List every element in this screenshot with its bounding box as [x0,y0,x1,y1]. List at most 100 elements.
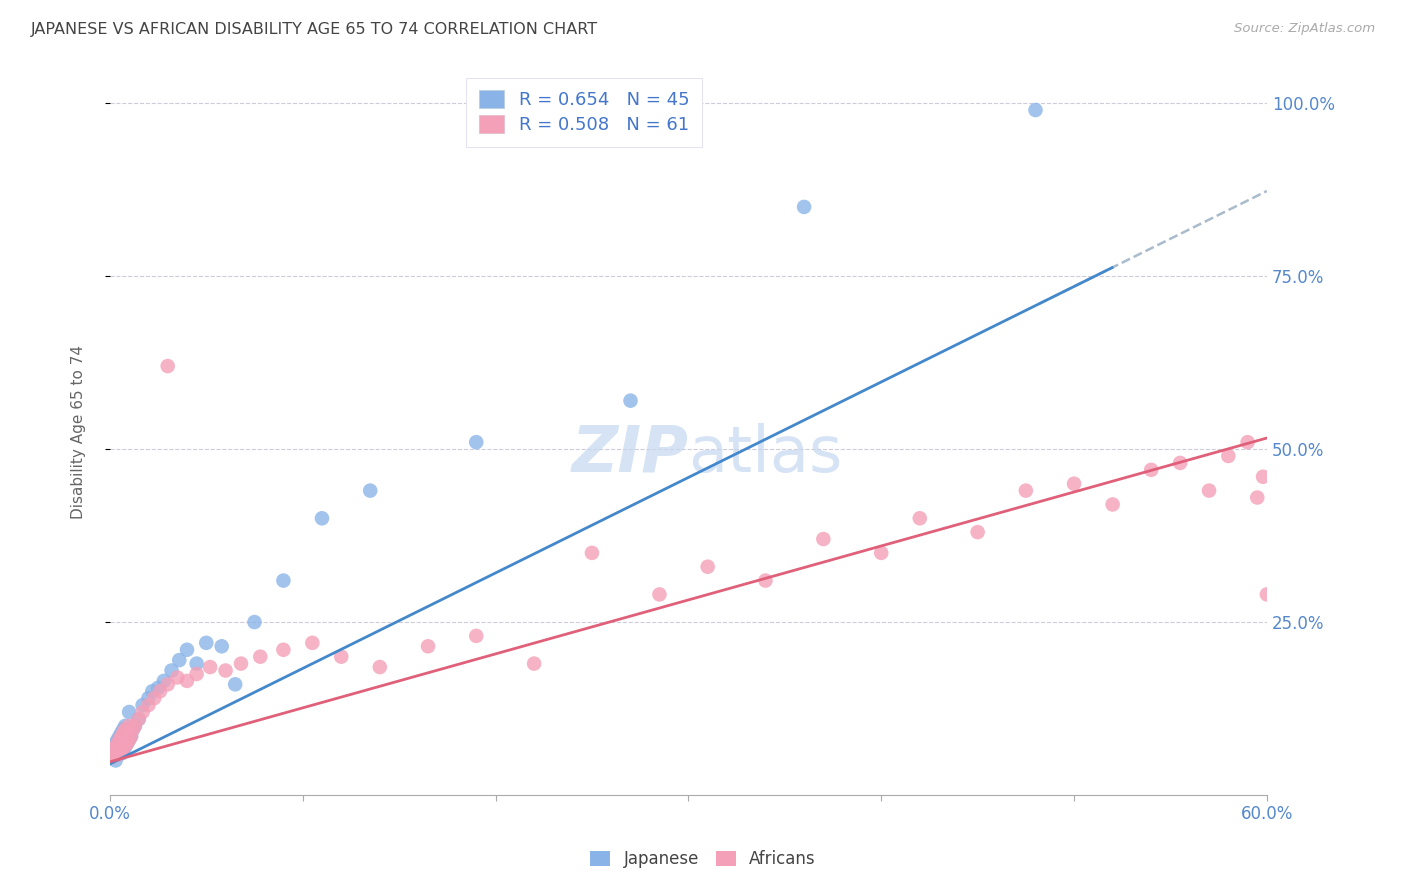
Point [107,747,129,762]
Point [966,525,988,540]
Point [149,684,172,698]
Point [107,747,129,762]
Point [101,750,124,764]
Point [118,719,141,733]
Point [128,712,150,726]
Point [114,719,136,733]
Point [243,615,266,629]
Point [128,712,150,726]
Point [186,657,208,671]
Point [124,719,146,733]
Point [813,532,835,546]
Point [108,745,131,759]
Point [619,393,641,408]
Point [908,511,931,525]
Point [1168,456,1191,470]
Point [131,698,153,712]
Point [211,640,233,654]
Point [153,673,176,688]
Point [101,750,124,764]
Point [330,649,353,664]
Point [166,670,188,684]
Point [112,726,135,740]
Point [156,359,179,373]
Point [104,747,127,761]
Point [112,723,135,737]
Point [754,574,776,588]
Point [176,673,198,688]
Point [793,200,815,214]
Point [124,719,146,733]
Point [1015,483,1038,498]
Point [103,743,125,757]
Point [176,642,198,657]
Point [118,705,141,719]
Point [273,574,295,588]
Point [160,664,183,678]
Text: ZIP: ZIP [571,423,689,484]
Point [1236,435,1258,450]
Point [104,739,127,754]
Point [1024,103,1046,117]
Point [648,587,671,601]
Point [1063,476,1085,491]
Point [273,642,295,657]
Point [104,739,127,754]
Point [138,691,160,706]
Point [114,738,136,752]
Point [311,511,333,525]
Point [1256,587,1278,601]
Point [122,723,145,737]
Point [104,754,127,768]
Point [115,736,138,750]
Point [156,677,179,691]
Point [143,691,166,706]
Point [1198,483,1220,498]
Point [114,739,136,754]
Point [195,636,218,650]
Point [112,741,135,756]
Point [581,546,603,560]
Point [186,667,208,681]
Point [108,732,131,747]
Legend: R = 0.654   N = 45, R = 0.508   N = 61: R = 0.654 N = 45, R = 0.508 N = 61 [467,78,702,147]
Point [110,726,132,740]
Point [1101,498,1123,512]
Point [416,640,439,654]
Point [523,657,546,671]
Point [107,732,129,747]
Point [122,723,145,737]
Point [103,747,125,761]
Text: atlas: atlas [689,423,842,484]
Y-axis label: Disability Age 65 to 74: Disability Age 65 to 74 [72,345,86,519]
Point [131,705,153,719]
Point [110,729,132,743]
Point [115,736,138,750]
Point [118,732,141,747]
Point [696,559,718,574]
Point [108,729,131,743]
Point [1251,469,1274,483]
Point [465,435,488,450]
Point [118,732,141,747]
Point [120,729,142,743]
Point [870,546,893,560]
Point [112,743,135,757]
Text: JAPANESE VS AFRICAN DISABILITY AGE 65 TO 74 CORRELATION CHART: JAPANESE VS AFRICAN DISABILITY AGE 65 TO… [31,22,598,37]
Point [120,729,142,743]
Point [108,738,131,752]
Point [1218,449,1240,463]
Point [107,736,129,750]
Point [141,684,163,698]
Legend: Japanese, Africans: Japanese, Africans [583,844,823,875]
Point [103,743,125,757]
Point [359,483,381,498]
Point [224,677,246,691]
Point [229,657,252,671]
Point [249,649,271,664]
Point [107,741,129,756]
Point [1140,463,1163,477]
Text: Source: ZipAtlas.com: Source: ZipAtlas.com [1234,22,1375,36]
Point [110,743,132,757]
Point [138,698,160,712]
